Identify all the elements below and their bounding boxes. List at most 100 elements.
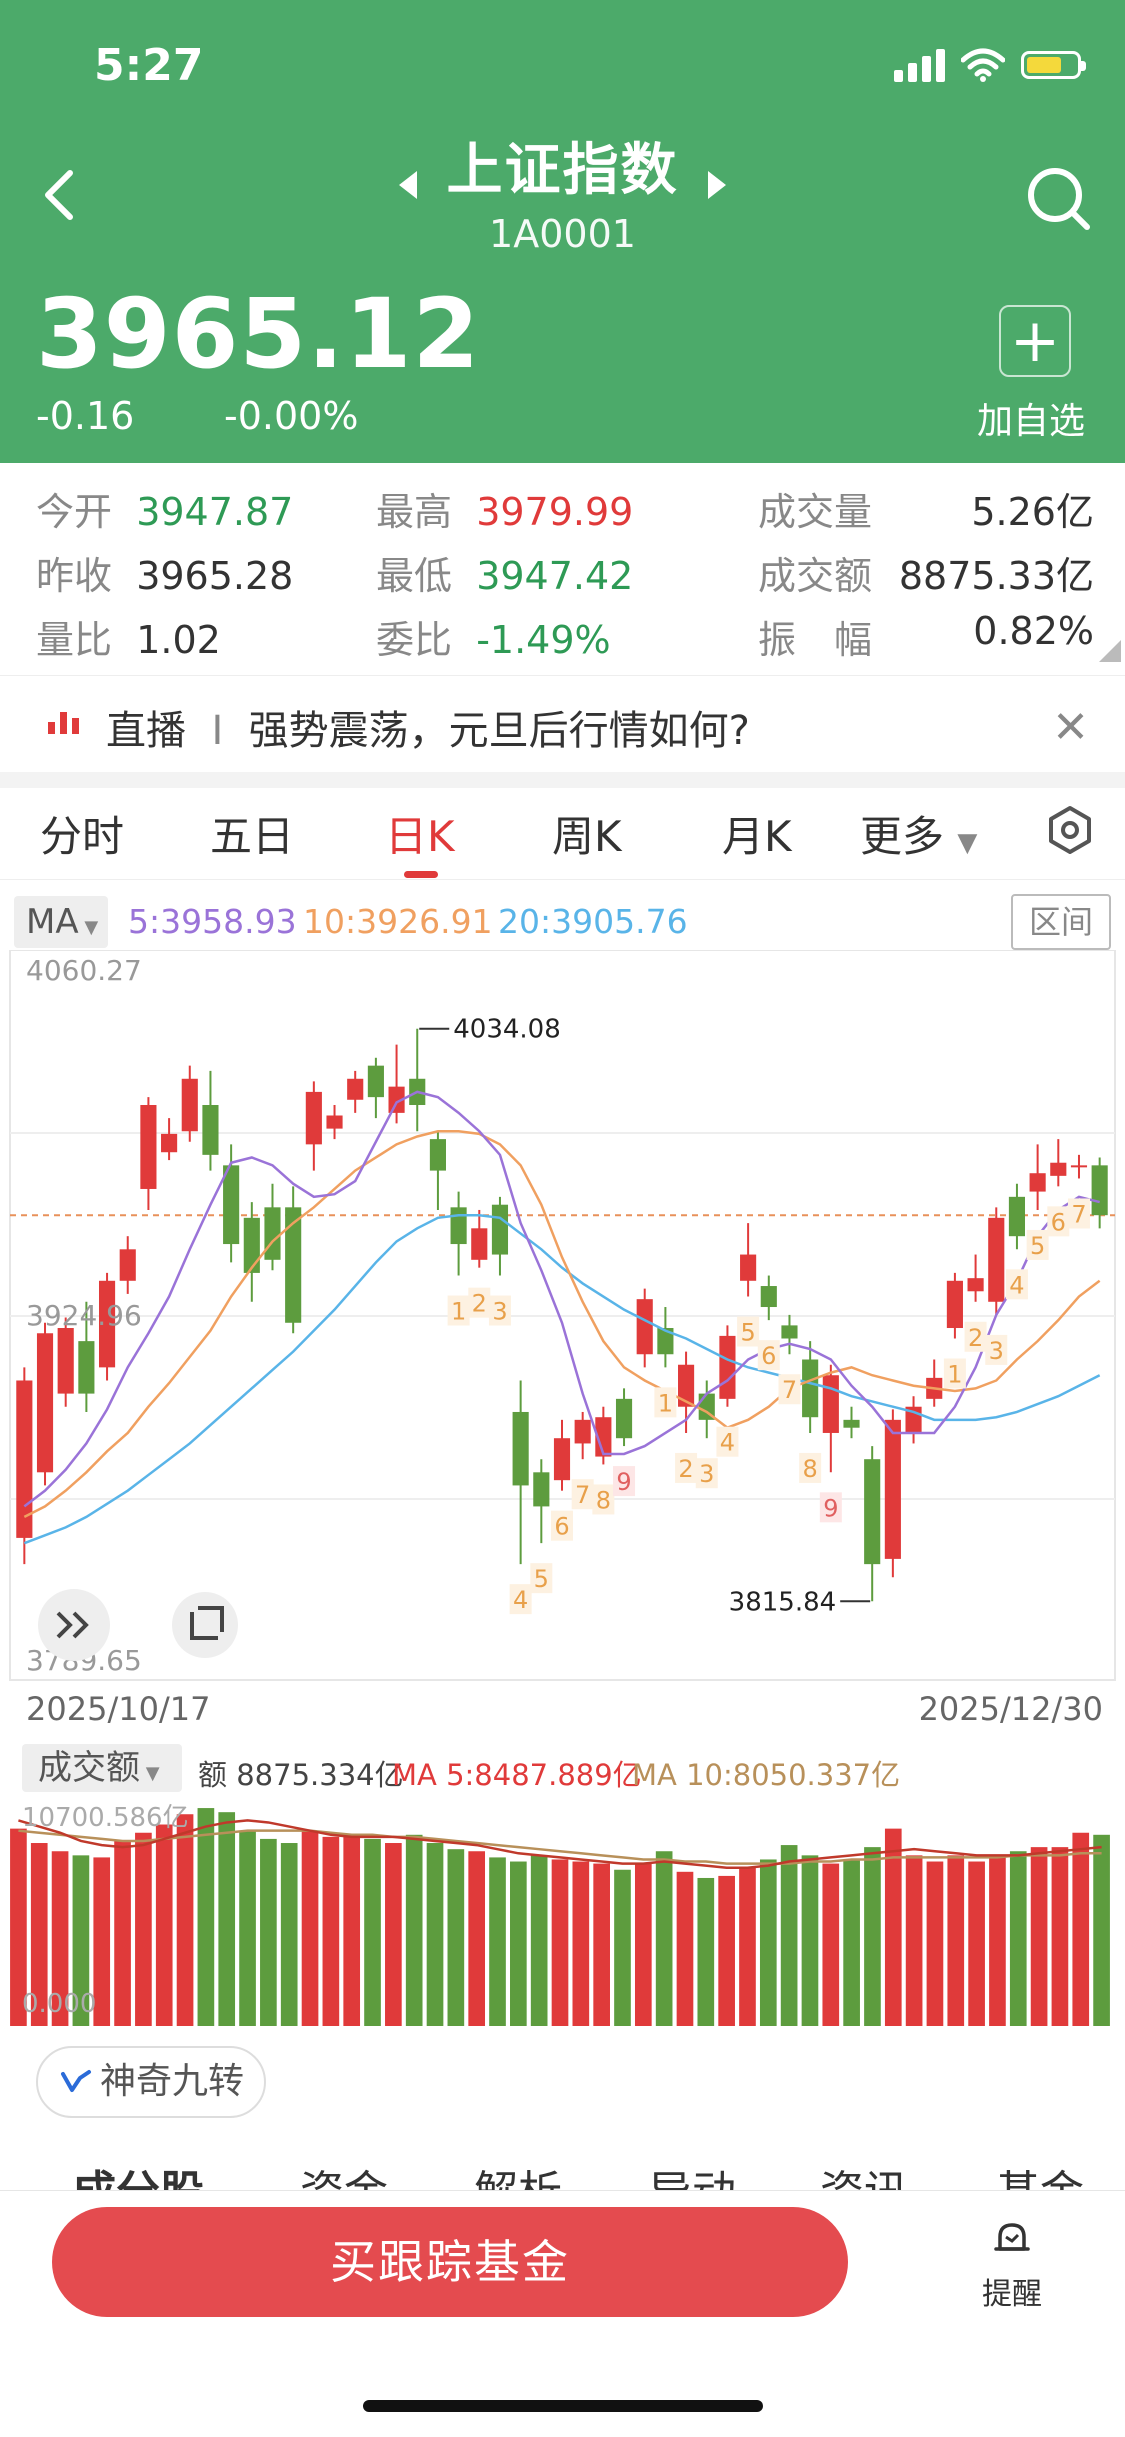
volume-bar: [343, 1834, 361, 2026]
volume-bar: [655, 1851, 673, 2026]
tab-weekly-k[interactable]: 周K: [552, 812, 622, 861]
tab-constituents[interactable]: 成分股: [72, 2156, 204, 2190]
buy-tracking-fund-button[interactable]: 买跟踪基金: [52, 2207, 848, 2317]
add-watchlist-button[interactable]: +: [999, 305, 1071, 377]
nine-turn-marker: 8: [799, 1452, 822, 1483]
ma-selector[interactable]: MA ▼: [14, 896, 108, 948]
price-change: -0.16: [36, 394, 135, 438]
volume-legend: 成交额 ▼ 额 8875.334亿 MA 5:8487.889亿 MA 10:8…: [0, 1740, 1125, 1796]
fullscreen-icon: [190, 1606, 224, 1640]
nine-turn-marker: 6: [551, 1510, 573, 1541]
fast-forward-button[interactable]: [38, 1589, 110, 1661]
volume-ma10: MA 10:8050.337亿: [632, 1758, 901, 1792]
candle: [202, 1070, 219, 1171]
svg-text:5: 5: [1030, 1232, 1045, 1260]
nine-turn-marker: 1: [943, 1358, 966, 1389]
candle: [1029, 1144, 1046, 1210]
nine-turn-marker: 7: [571, 1479, 594, 1510]
volume-bar: [905, 1855, 923, 2026]
candle: [16, 1367, 33, 1565]
range-button[interactable]: 区间: [1011, 894, 1111, 950]
nine-turn-marker: 7: [778, 1374, 801, 1405]
svg-text:9: 9: [823, 1494, 838, 1522]
svg-text:1: 1: [451, 1298, 466, 1326]
svg-text:2: 2: [678, 1455, 693, 1483]
battery-icon: [1021, 51, 1086, 79]
candle: [946, 1272, 963, 1339]
stat-order-ratio: 委比 -1.49%: [376, 618, 611, 662]
tab-analysis[interactable]: 解析: [474, 2156, 562, 2190]
tab-capital[interactable]: 资金: [300, 2156, 388, 2190]
candle: [367, 1057, 384, 1119]
volume-selector[interactable]: 成交额 ▼: [22, 1744, 182, 1792]
candle: [429, 1131, 446, 1210]
next-stock-icon[interactable]: [707, 170, 726, 199]
candle: [988, 1207, 1005, 1315]
search-icon[interactable]: [1023, 163, 1093, 233]
volume-bar: [51, 1851, 69, 2026]
stock-code: 1A0001: [489, 212, 636, 256]
volume-bar: [634, 1863, 652, 2026]
volume-bar: [551, 1859, 569, 2026]
volume-ma5: MA 5:8487.889亿: [392, 1758, 642, 1792]
caret-down-icon: ▼: [140, 1763, 160, 1784]
page-title: 上证指数: [446, 138, 679, 203]
header: 5:27 上证指数 1A0001 3965.12 -0.16 -0.00% + …: [0, 0, 1125, 463]
x-axis-start-date: 2025/10/17: [26, 1690, 211, 1728]
candle: [843, 1406, 860, 1439]
tab-intraday[interactable]: 分时: [40, 812, 125, 861]
fullscreen-button[interactable]: [172, 1592, 238, 1658]
svg-text:5: 5: [740, 1319, 755, 1347]
candle: [719, 1325, 736, 1407]
price-change-pct: -0.00%: [224, 394, 359, 438]
volume-bar: [1051, 1847, 1069, 2026]
nine-turn-marker: 7: [1067, 1198, 1090, 1229]
ma20-line: [23, 1213, 1101, 1545]
volume-bar: [1072, 1832, 1090, 2026]
caret-down-icon: ▼: [78, 917, 99, 938]
wifi-icon: [961, 48, 1005, 82]
magic-nine-button[interactable]: 神奇九转: [36, 2046, 266, 2118]
volume-bar: [489, 1857, 506, 2026]
tab-daily-k[interactable]: 日K: [385, 812, 455, 861]
high-marker: 4034.08: [419, 1015, 561, 1045]
volume-bar: [322, 1836, 340, 2026]
tab-five-day[interactable]: 五日: [210, 812, 295, 861]
tab-movement[interactable]: 异动: [648, 2156, 736, 2190]
live-banner[interactable]: 直播 I 强势震荡，元旦后行情如何? ✕: [0, 675, 1125, 788]
volume-bar: [614, 1869, 631, 2026]
stat-amplitude: 振 幅 0.82%: [758, 609, 1094, 662]
candle: [388, 1044, 405, 1124]
title-block: 上证指数 1A0001: [0, 125, 1125, 256]
tab-funds[interactable]: 基金: [996, 2156, 1084, 2190]
volume-bar: [426, 1843, 444, 2026]
back-icon[interactable]: [36, 165, 86, 225]
expand-corner-icon[interactable]: [1099, 640, 1121, 662]
ma-legend: MA ▼ 5:3958.93 10:3926.91 20:3905.76 区间: [0, 890, 1125, 950]
remind-button[interactable]: 提醒: [962, 2217, 1062, 2313]
close-icon[interactable]: ✕: [1052, 702, 1089, 753]
volume-bar: [801, 1855, 819, 2026]
nine-turn-marker: 4: [1005, 1269, 1028, 1300]
settings-icon[interactable]: [1045, 805, 1095, 855]
svg-text:7: 7: [782, 1376, 797, 1404]
candle: [1050, 1139, 1067, 1187]
add-watchlist-label[interactable]: 加自选: [976, 401, 1085, 442]
nine-turn-marker: 2: [675, 1452, 698, 1483]
volume-bar: [468, 1851, 486, 2026]
nine-turn-marker: 5: [1026, 1229, 1049, 1260]
candle: [512, 1380, 529, 1565]
tab-news[interactable]: 资讯: [820, 2156, 908, 2190]
volume-bar: [864, 1847, 881, 2026]
nine-turn-marker: 8: [592, 1484, 615, 1515]
candle: [285, 1186, 302, 1334]
svg-text:3: 3: [699, 1460, 714, 1488]
volume-chart[interactable]: 10700.586亿 0.000: [0, 1796, 1125, 2028]
svg-text:4: 4: [1009, 1271, 1024, 1299]
tab-monthly-k[interactable]: 月K: [722, 812, 792, 861]
volume-bar: [1093, 1834, 1110, 2026]
prev-stock-icon[interactable]: [399, 170, 418, 199]
nine-turn-marker: 1: [447, 1295, 470, 1326]
tab-more[interactable]: 更多 ▼: [860, 812, 978, 861]
